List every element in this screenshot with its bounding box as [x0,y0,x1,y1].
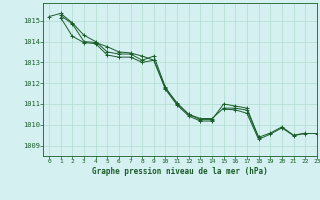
X-axis label: Graphe pression niveau de la mer (hPa): Graphe pression niveau de la mer (hPa) [92,167,268,176]
